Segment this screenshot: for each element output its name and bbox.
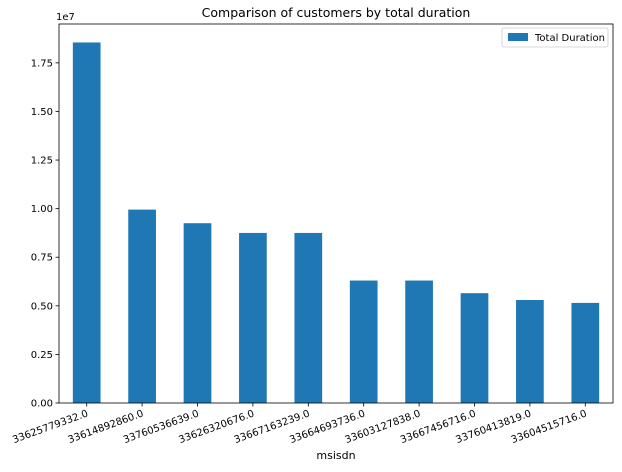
chart-title: Comparison of customers by total duratio…: [202, 5, 471, 20]
legend: Total Duration: [501, 27, 609, 48]
legend-frame: [501, 27, 609, 48]
y-tick-label: 1.00: [31, 204, 53, 215]
y-tick-label: 1.25: [31, 156, 53, 167]
y-tick-label: 1.50: [31, 107, 53, 118]
bars-group: [72, 42, 600, 404]
bar: [571, 302, 600, 403]
y-axis-offset-label: 1e7: [56, 12, 75, 23]
y-tick-label: 0.25: [31, 350, 53, 361]
bar: [294, 232, 323, 403]
bar: [460, 293, 489, 403]
legend-swatch: [508, 33, 528, 41]
y-tick-label: 0.75: [31, 253, 53, 264]
y-axis: 0.00 0.25 0.50 0.75 1.00 1.25 1.50 1.75: [31, 58, 59, 410]
bar: [239, 232, 267, 403]
y-tick-label: 1.75: [31, 58, 53, 69]
x-axis-label: msisdn: [316, 449, 355, 462]
bar: [183, 223, 212, 403]
bar: [405, 280, 433, 403]
plot-frame: [58, 23, 614, 404]
bar: [349, 280, 378, 403]
bar: [72, 42, 101, 404]
bar: [128, 209, 156, 403]
y-tick-label: 0.00: [31, 399, 53, 410]
legend-label: Total Duration: [534, 33, 605, 44]
x-axis: 33625779332.033614892860.033760536639.03…: [11, 403, 588, 446]
y-tick-label: 0.50: [31, 301, 53, 312]
bar: [516, 299, 544, 403]
